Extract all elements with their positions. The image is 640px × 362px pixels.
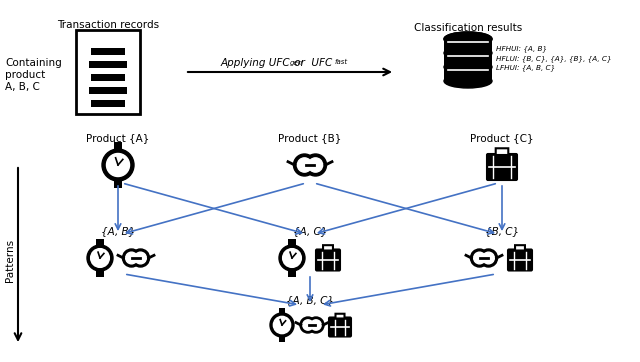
Circle shape [106, 153, 129, 177]
Circle shape [134, 252, 147, 264]
Bar [444, 67, 492, 81]
Circle shape [308, 317, 324, 333]
Circle shape [479, 249, 497, 267]
Circle shape [125, 252, 138, 264]
Text: {B, C}: {B, C} [485, 226, 519, 236]
Circle shape [279, 245, 305, 271]
Circle shape [308, 158, 323, 172]
Ellipse shape [444, 46, 492, 60]
Bar [444, 53, 492, 67]
Circle shape [305, 154, 326, 176]
Text: Transaction records: Transaction records [57, 20, 159, 30]
Bar [89, 61, 127, 68]
Circle shape [270, 313, 294, 337]
Bar [91, 48, 125, 55]
Circle shape [87, 245, 113, 271]
Bar [89, 87, 127, 94]
FancyBboxPatch shape [508, 249, 532, 270]
Circle shape [311, 320, 321, 330]
Ellipse shape [444, 60, 492, 74]
Circle shape [273, 316, 291, 334]
Ellipse shape [444, 32, 492, 46]
FancyBboxPatch shape [335, 314, 344, 319]
FancyBboxPatch shape [496, 148, 508, 155]
Text: or  UFC: or UFC [291, 58, 332, 68]
Text: Product {A}: Product {A} [86, 133, 150, 143]
Circle shape [300, 317, 316, 333]
FancyBboxPatch shape [114, 142, 122, 151]
Circle shape [122, 249, 141, 267]
FancyBboxPatch shape [329, 317, 351, 337]
Circle shape [102, 149, 134, 181]
Ellipse shape [444, 74, 492, 88]
FancyBboxPatch shape [316, 249, 340, 270]
Text: {A, C}: {A, C} [293, 226, 327, 236]
Bar [91, 74, 125, 81]
FancyBboxPatch shape [76, 30, 140, 114]
Text: Containing
product
A, B, C: Containing product A, B, C [5, 58, 61, 92]
FancyBboxPatch shape [515, 245, 525, 251]
FancyBboxPatch shape [114, 179, 122, 188]
FancyBboxPatch shape [289, 269, 296, 277]
Text: {A, B, C}: {A, B, C} [286, 295, 334, 305]
FancyBboxPatch shape [487, 154, 517, 180]
Text: Product {C}: Product {C} [470, 133, 534, 143]
Text: gen: gen [290, 59, 303, 66]
Text: Product {B}: Product {B} [278, 133, 342, 143]
Circle shape [294, 154, 316, 176]
Circle shape [298, 158, 312, 172]
Circle shape [483, 252, 494, 264]
Circle shape [283, 249, 301, 268]
Text: Classification results: Classification results [414, 23, 522, 33]
FancyBboxPatch shape [278, 335, 285, 342]
FancyBboxPatch shape [97, 269, 104, 277]
Circle shape [91, 249, 109, 268]
Bar [91, 100, 125, 107]
Circle shape [470, 249, 488, 267]
Circle shape [474, 252, 485, 264]
FancyBboxPatch shape [289, 239, 296, 247]
Circle shape [131, 249, 150, 267]
Text: fast: fast [335, 59, 348, 66]
Text: Applying UFC: Applying UFC [220, 58, 290, 68]
FancyBboxPatch shape [323, 245, 333, 251]
Ellipse shape [444, 32, 492, 46]
FancyBboxPatch shape [278, 308, 285, 315]
FancyBboxPatch shape [97, 239, 104, 247]
Circle shape [303, 320, 313, 330]
Text: HFHUI: {A, B}
HFLUI: {B, C}, {A}, {B}, {A, C}
LFHUI: {A, B, C}: HFHUI: {A, B} HFLUI: {B, C}, {A}, {B}, {… [496, 45, 612, 71]
Text: {A, B}: {A, B} [101, 226, 135, 236]
Bar [444, 39, 492, 53]
Text: Patterns: Patterns [5, 239, 15, 282]
